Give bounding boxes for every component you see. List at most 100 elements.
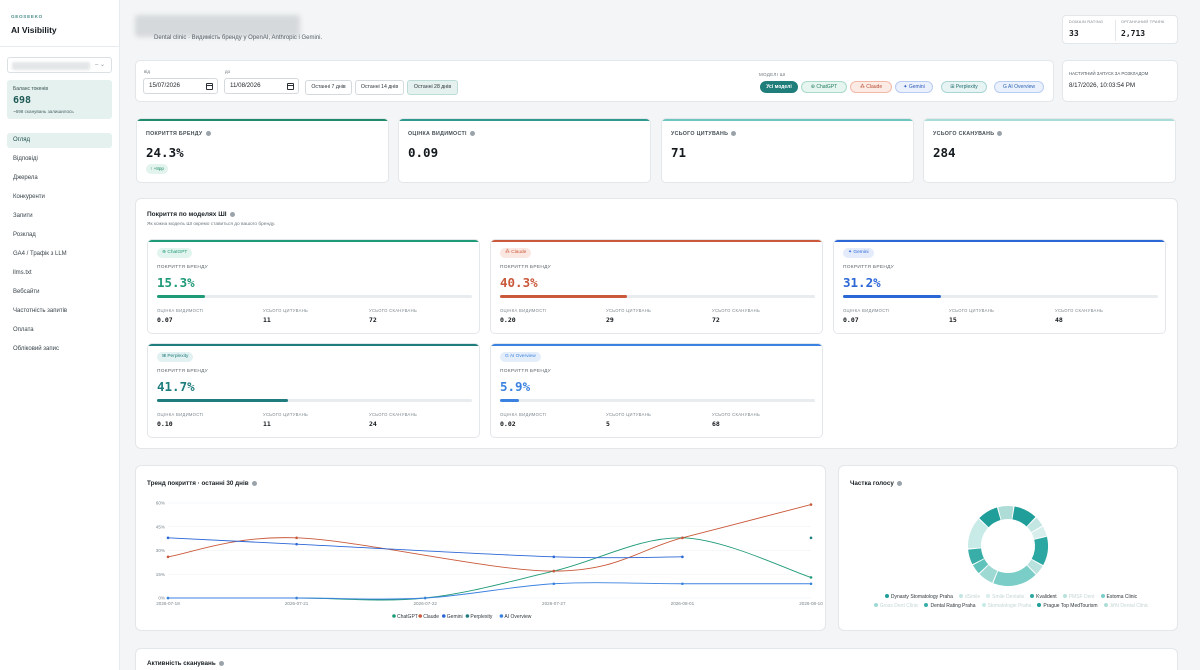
legend-item[interactable]: AI Overview: [499, 614, 532, 620]
info-icon[interactable]: [205, 131, 211, 136]
model-coverage-title: Покриття по моделях ШІ: [147, 211, 235, 218]
donut-slice[interactable]: [979, 564, 998, 583]
legend-item[interactable]: Prague Top MedTourism: [1037, 602, 1098, 611]
donut-slice[interactable]: [968, 548, 984, 565]
sidebar-item-schedule[interactable]: Розклад: [13, 232, 36, 238]
data-point-ai-overview[interactable]: [423, 596, 427, 600]
legend-item[interactable]: Stomatologie Praha: [981, 602, 1031, 611]
data-point-claude[interactable]: [295, 536, 298, 540]
data-point-ai-overview[interactable]: [295, 596, 298, 600]
legend-swatch: [924, 602, 929, 607]
legend-item[interactable]: Kvalident: [1030, 593, 1057, 602]
sidebar-item-frequency[interactable]: Частотність запитів: [13, 308, 68, 314]
model-chip-claude[interactable]: ⁂ Claude: [850, 81, 892, 93]
info-icon[interactable]: [997, 131, 1003, 136]
data-point-gemini[interactable]: [295, 542, 298, 546]
project-select[interactable]: – ⌄: [7, 57, 112, 73]
info-icon[interactable]: [229, 212, 235, 217]
legend-item[interactable]: Estoma Clinic: [1100, 593, 1137, 602]
legend-label: PMSF Dent: [1068, 594, 1095, 600]
legend-item[interactable]: Gemini: [442, 614, 463, 620]
data-point-chatgpt[interactable]: [809, 576, 813, 579]
sidebar-item-overview[interactable]: Огляд: [7, 133, 112, 148]
data-point-gemini[interactable]: [166, 536, 170, 540]
model-stat-value: 48: [1055, 316, 1063, 324]
model-stat-label: УСЬОГО СКАНУВАНЬ: [712, 412, 761, 417]
donut-slice[interactable]: [968, 519, 989, 549]
donut-slice[interactable]: [1031, 536, 1048, 566]
domain-rating-label: DOMAIN RATING: [1069, 20, 1104, 24]
info-icon[interactable]: [896, 481, 902, 486]
range-14-days-button[interactable]: Останні 14 днів: [355, 80, 404, 95]
legend-item[interactable]: ChatGPT: [392, 614, 418, 620]
range-28-days-button[interactable]: Останні 28 днів: [407, 80, 458, 95]
date-from-input[interactable]: 15/07/2026: [143, 78, 218, 94]
data-point-gemini[interactable]: [552, 555, 556, 559]
legend-swatch: [1030, 594, 1035, 598]
donut-slice[interactable]: [972, 559, 989, 574]
data-point-ai-overview[interactable]: [809, 582, 813, 586]
info-icon[interactable]: [218, 661, 224, 666]
model-name: Gemini: [853, 250, 869, 255]
model-chip-ai-overview[interactable]: G AI Overview: [994, 81, 1044, 93]
donut-slice[interactable]: [998, 506, 1014, 520]
donut-slice[interactable]: [993, 565, 1036, 586]
calendar-icon[interactable]: [287, 82, 294, 90]
data-point-perplexity[interactable]: [809, 536, 813, 540]
legend-item[interactable]: dSmile: [958, 593, 980, 602]
sidebar-item-sources[interactable]: Джерела: [13, 175, 38, 181]
donut-slice[interactable]: [979, 507, 1001, 528]
legend-item[interactable]: Gross Dent Clinic: [873, 602, 918, 611]
sidebar-item-queries[interactable]: Запити: [13, 213, 33, 219]
range-7-days-button[interactable]: Останні 7 днів: [305, 80, 352, 95]
legend-item[interactable]: Claude: [418, 614, 439, 620]
data-point-claude[interactable]: [681, 536, 684, 540]
coverage-progress-track: [843, 295, 1158, 298]
page-scrollbar[interactable]: [1192, 0, 1200, 670]
donut-slice[interactable]: [1027, 559, 1043, 574]
model-chip-chatgpt[interactable]: ⊛ ChatGPT: [801, 81, 847, 93]
data-point-claude[interactable]: [552, 569, 556, 573]
legend-item[interactable]: Jiřňt Dental Clinic: [1103, 602, 1149, 611]
sidebar-item-account[interactable]: Обліковий запис: [13, 346, 59, 352]
date-to-value: 11/08/2026: [230, 82, 261, 89]
model-chip-усі-моделі[interactable]: Усі моделі: [760, 81, 798, 93]
kpi-label-text: УСЬОГО СКАНУВАНЬ: [933, 131, 995, 137]
legend-item[interactable]: Dynasty Stomatology Praha: [884, 593, 953, 602]
data-point-gemini[interactable]: [681, 555, 684, 559]
date-to-input[interactable]: 11/08/2026: [224, 78, 299, 94]
sidebar-item-billing[interactable]: Оплата: [13, 327, 34, 333]
date-from-label: від: [144, 69, 151, 74]
legend-item[interactable]: Smile Dentalis: [986, 593, 1024, 602]
info-icon[interactable]: [251, 481, 257, 486]
info-icon[interactable]: [469, 131, 475, 136]
legend-swatch: [873, 602, 878, 607]
sidebar-item-websites[interactable]: Вебсайти: [13, 289, 40, 295]
sidebar-item-competitors[interactable]: Конкуренти: [13, 194, 45, 200]
sidebar-item-ga4[interactable]: GA4 / Трафік з LLM: [13, 251, 67, 257]
legend-item[interactable]: Perplexity: [465, 614, 493, 620]
donut-slice[interactable]: [1027, 517, 1043, 533]
model-chip-gemini[interactable]: ✦ Gemini: [895, 81, 933, 93]
sidebar-item-answers[interactable]: Відповіді: [13, 156, 38, 162]
legend-item[interactable]: Dental Rating Praha: [924, 602, 976, 611]
calendar-icon[interactable]: [206, 82, 213, 90]
model-name: Perplexity: [167, 354, 189, 359]
legend-label: Claude: [423, 614, 439, 620]
model-chip-perplexity[interactable]: ⊞ Perplexity: [941, 81, 987, 93]
data-point-claude[interactable]: [166, 555, 170, 559]
legend-swatch: [1037, 602, 1042, 607]
donut-slice[interactable]: [1031, 526, 1047, 540]
sidebar-item-llms[interactable]: llms.txt: [13, 270, 32, 276]
model-stat-value: 15: [949, 316, 957, 324]
data-point-ai-overview[interactable]: [166, 596, 170, 600]
info-icon[interactable]: [731, 131, 737, 136]
data-point-ai-overview[interactable]: [552, 582, 556, 586]
data-point-ai-overview[interactable]: [681, 582, 684, 586]
donut-slice[interactable]: [1012, 506, 1036, 527]
data-point-claude[interactable]: [809, 503, 813, 506]
share-of-voice-title: Частка голосу: [850, 480, 902, 487]
legend-label: Jiřňt Dental Clinic: [1109, 602, 1149, 609]
legend-swatch: [958, 594, 963, 598]
legend-item[interactable]: PMSF Dent: [1062, 593, 1095, 602]
